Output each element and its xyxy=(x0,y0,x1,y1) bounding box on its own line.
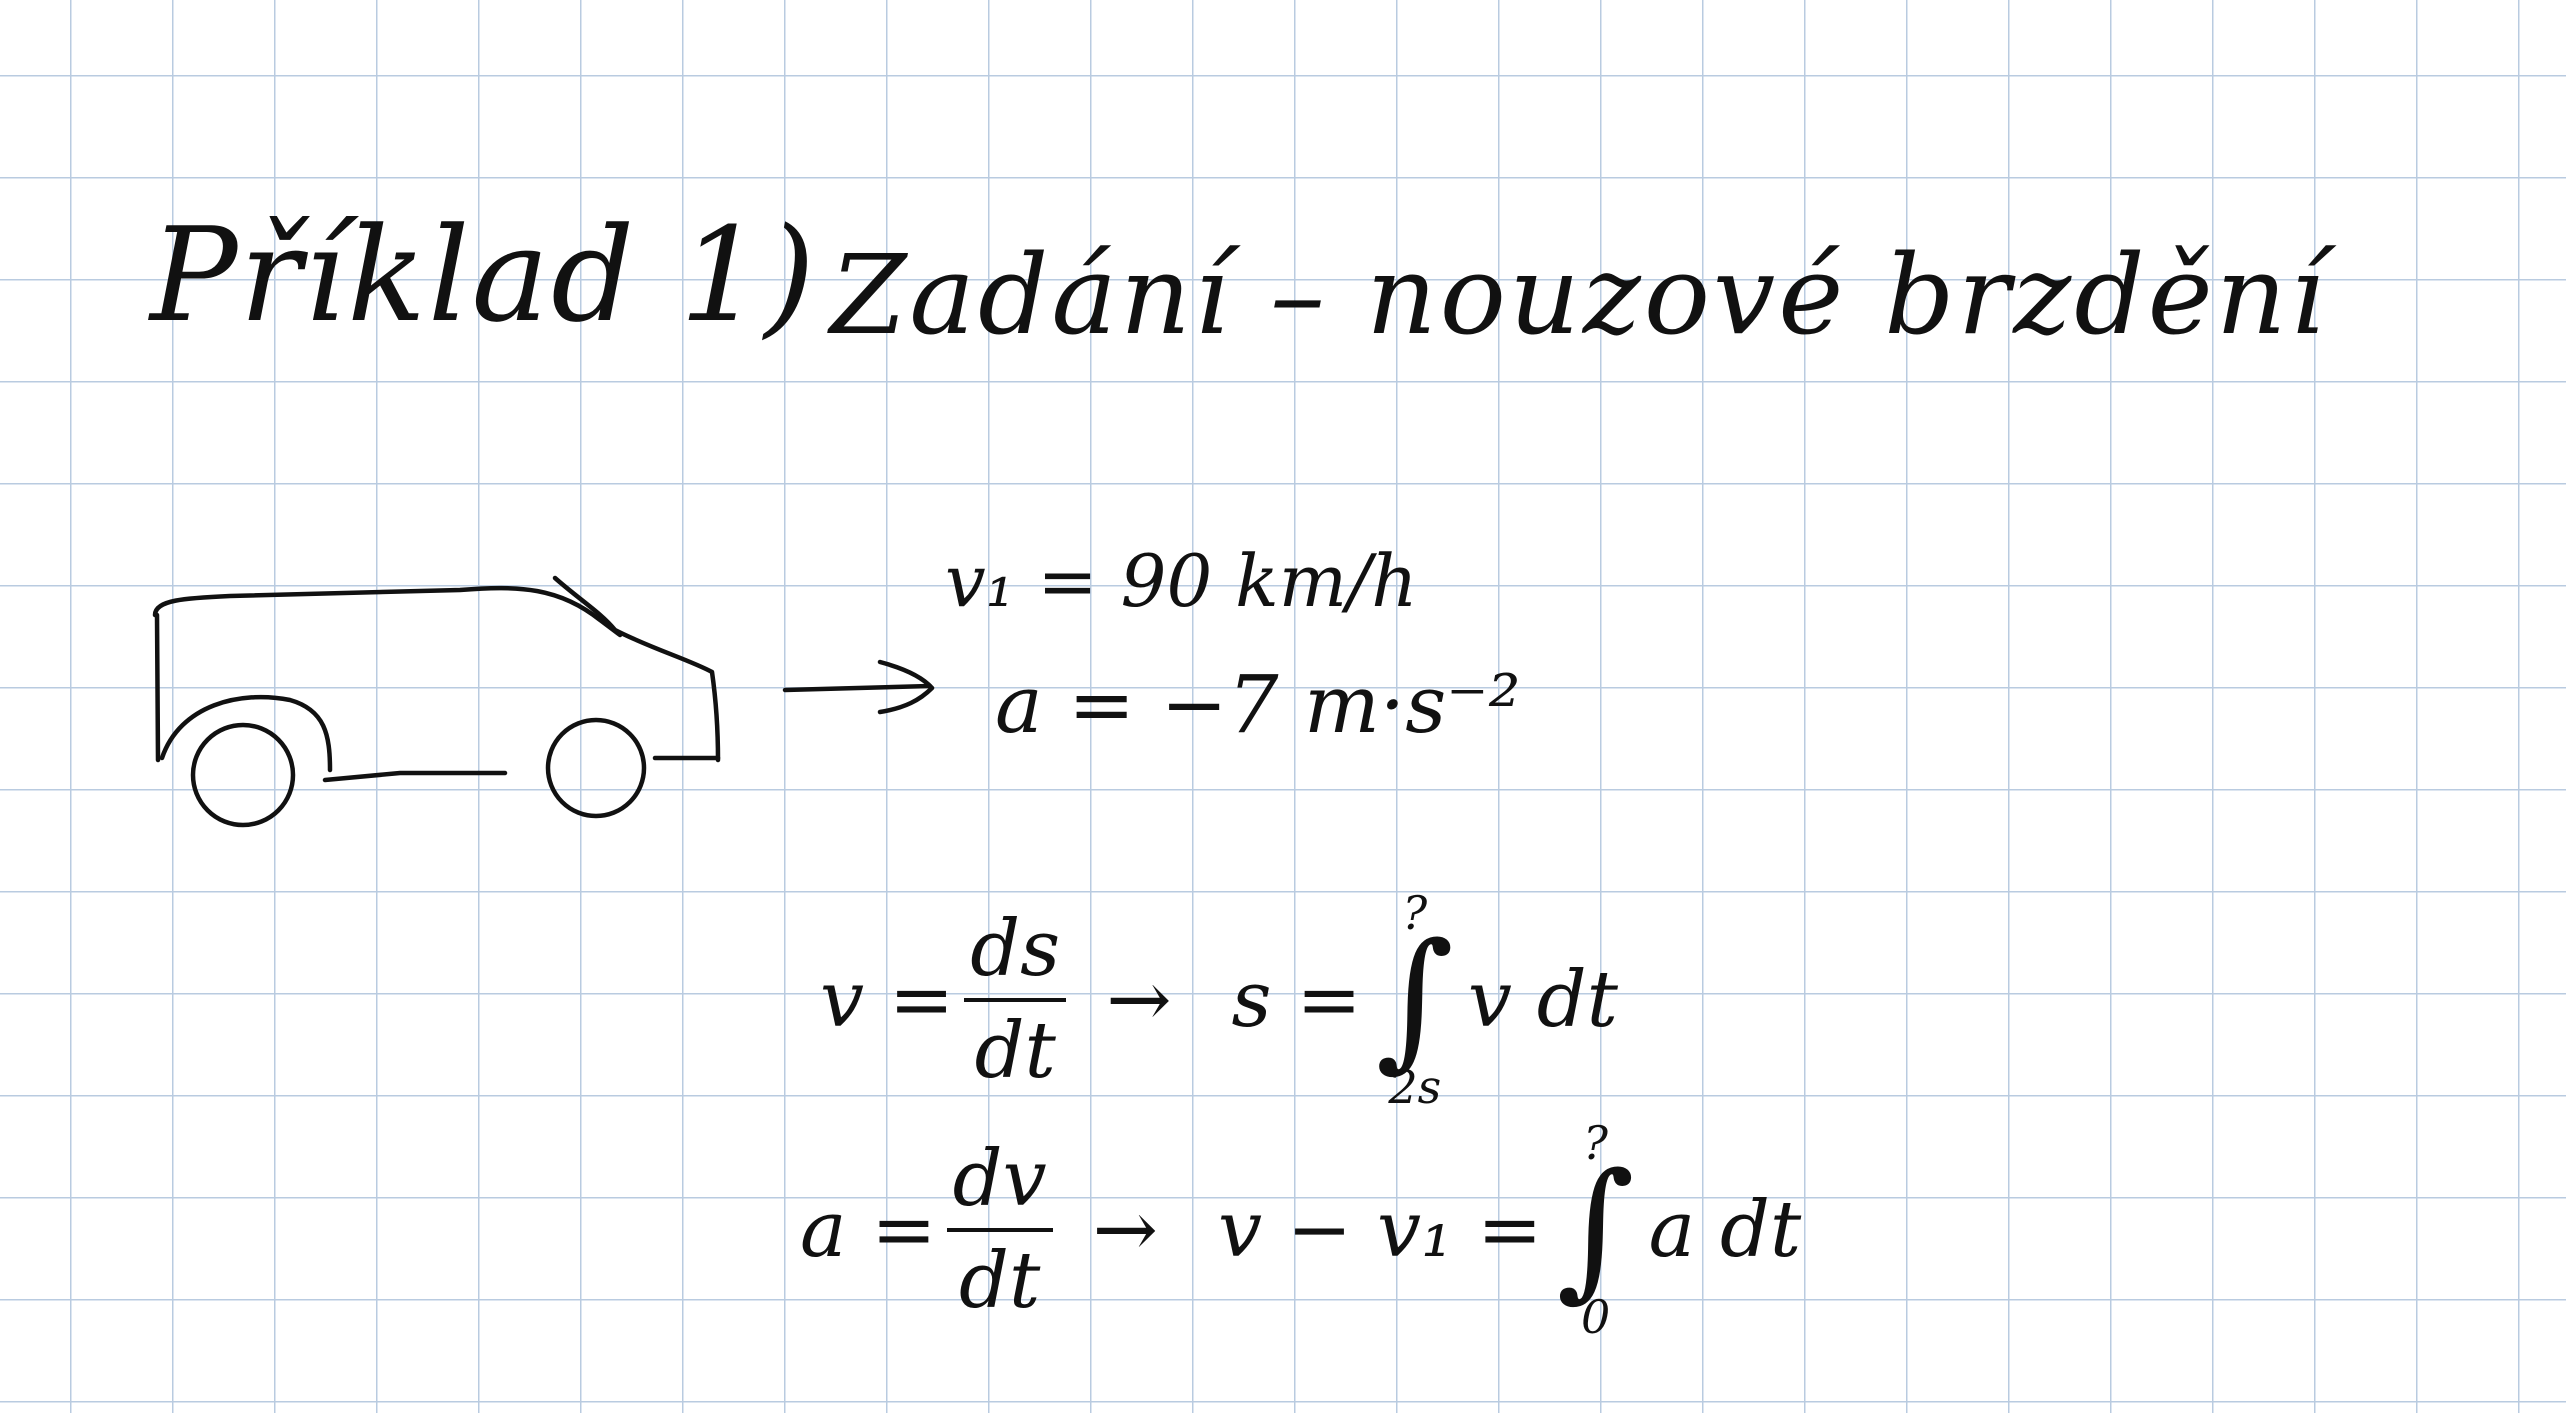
eq1-integrand: v dt xyxy=(1467,954,1619,1045)
initial-velocity-text: v₁ = 90 km/h xyxy=(945,539,1418,623)
car-front-wheel-icon xyxy=(190,722,296,828)
eq2-lhs: a = xyxy=(800,1184,937,1275)
eq1-integral: ? ∫ 2s xyxy=(1376,890,1454,1110)
eq1-upper-limit: ? xyxy=(1402,886,1428,940)
eq2-result-lhs: v − v₁ = xyxy=(1218,1184,1543,1275)
eq2-upper-limit: ? xyxy=(1583,1116,1608,1170)
eq1-lower-limit: 2s xyxy=(1388,1059,1442,1114)
eq1-arrow-icon: → xyxy=(1106,954,1172,1045)
assignment-heading: Zadání – nouzové brzdění xyxy=(830,231,2328,359)
eq2-integrand: a dt xyxy=(1648,1184,1802,1275)
eq1-fraction: ds dt xyxy=(964,904,1067,1096)
car-rear-line xyxy=(154,612,161,763)
eq2-denominator: dt xyxy=(959,1235,1041,1326)
car-roof-line xyxy=(152,585,623,638)
eq2-arrow-icon: → xyxy=(1092,1184,1159,1275)
integral-sign-icon: ∫ xyxy=(1556,1142,1635,1316)
page-title: Příklad 1) xyxy=(150,199,818,351)
eq1-denominator: dt xyxy=(974,1005,1056,1096)
eq2-numerator: dv xyxy=(946,1134,1053,1232)
car-front-wheel-arch xyxy=(159,694,333,773)
integral-sign-icon: ∫ xyxy=(1375,912,1454,1086)
acceleration-text: a = −7 m·s⁻² xyxy=(995,658,1521,751)
equation-acceleration: a = dv dt → v − v₁ = ? ∫ 0 a dt xyxy=(800,1120,1801,1340)
direction-arrow-icon xyxy=(782,659,935,715)
eq1-result-lhs: s = xyxy=(1231,954,1362,1045)
eq1-lhs: v = xyxy=(820,954,955,1045)
eq2-integral: ? ∫ 0 xyxy=(1557,1120,1635,1340)
equation-velocity: v = ds dt → s = ? ∫ 2s v dt xyxy=(820,890,1618,1110)
eq1-numerator: ds xyxy=(964,904,1067,1002)
car-windshield-line xyxy=(552,575,721,763)
car-sill-line xyxy=(322,770,508,783)
car-rear-wheel-icon xyxy=(545,717,647,819)
eq2-fraction: dv dt xyxy=(946,1134,1053,1326)
eq2-lower-limit: 0 xyxy=(1580,1289,1611,1344)
